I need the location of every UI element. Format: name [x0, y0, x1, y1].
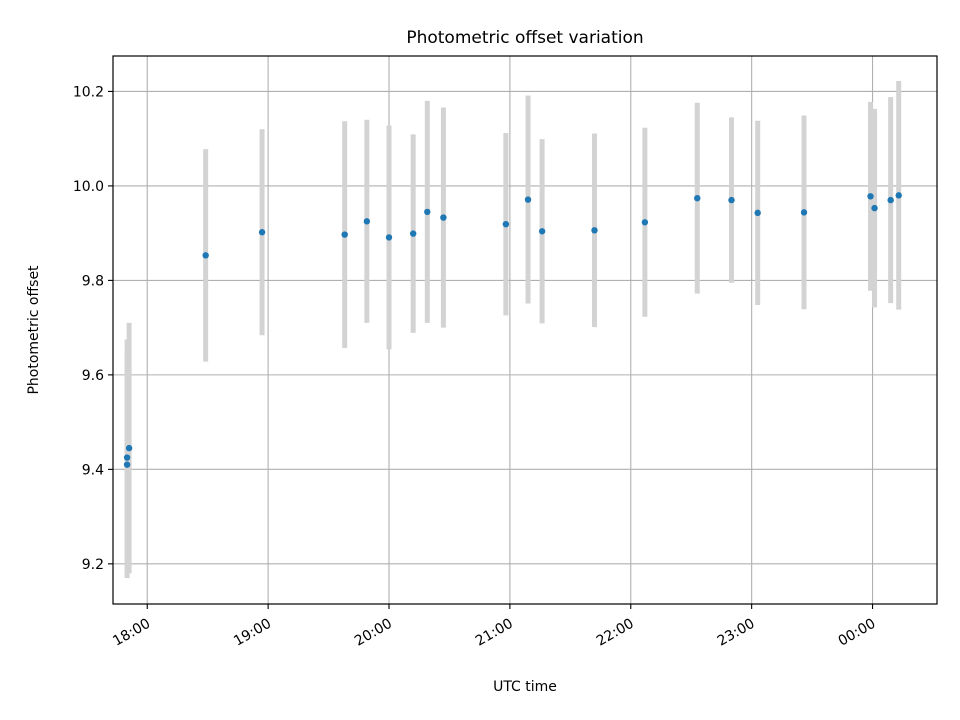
grid [113, 56, 937, 604]
y-tick-label: 9.8 [82, 273, 104, 289]
data-point [409, 230, 417, 237]
y-tick-label: 10.0 [73, 179, 104, 195]
data-point [440, 214, 447, 221]
data-point [524, 196, 532, 203]
data-point [754, 209, 761, 217]
data-point [867, 193, 874, 200]
y-axis-label: Photometric offset [26, 265, 42, 395]
data-point [123, 461, 131, 468]
data-point [800, 209, 808, 216]
data-point [887, 196, 894, 204]
chart-title: Photometric offset variation [406, 28, 643, 48]
data-point [694, 194, 701, 202]
data-point [591, 227, 598, 234]
y-tick-label: 9.2 [82, 557, 104, 573]
data-point [202, 252, 209, 259]
plot-frame [112, 55, 938, 605]
data-point [871, 204, 878, 212]
data-point [363, 218, 371, 225]
data-point [641, 219, 649, 226]
data-points [123, 192, 902, 468]
data-point [424, 208, 431, 216]
data-point [895, 192, 902, 199]
y-tick-label: 10.2 [73, 84, 104, 100]
data-point [385, 234, 393, 241]
data-point [341, 231, 348, 238]
data-point [123, 454, 131, 461]
x-axis-label: UTC time [493, 679, 557, 695]
y-tick-label: 9.4 [82, 462, 104, 478]
data-point [258, 229, 266, 236]
data-point [502, 220, 510, 228]
data-point [538, 228, 546, 235]
y-axis: 9.2 9.4 9.6 9.8 10.0 10.2 [73, 84, 113, 573]
data-point [728, 196, 735, 204]
y-tick-label: 9.6 [82, 368, 104, 384]
data-point [125, 444, 133, 452]
